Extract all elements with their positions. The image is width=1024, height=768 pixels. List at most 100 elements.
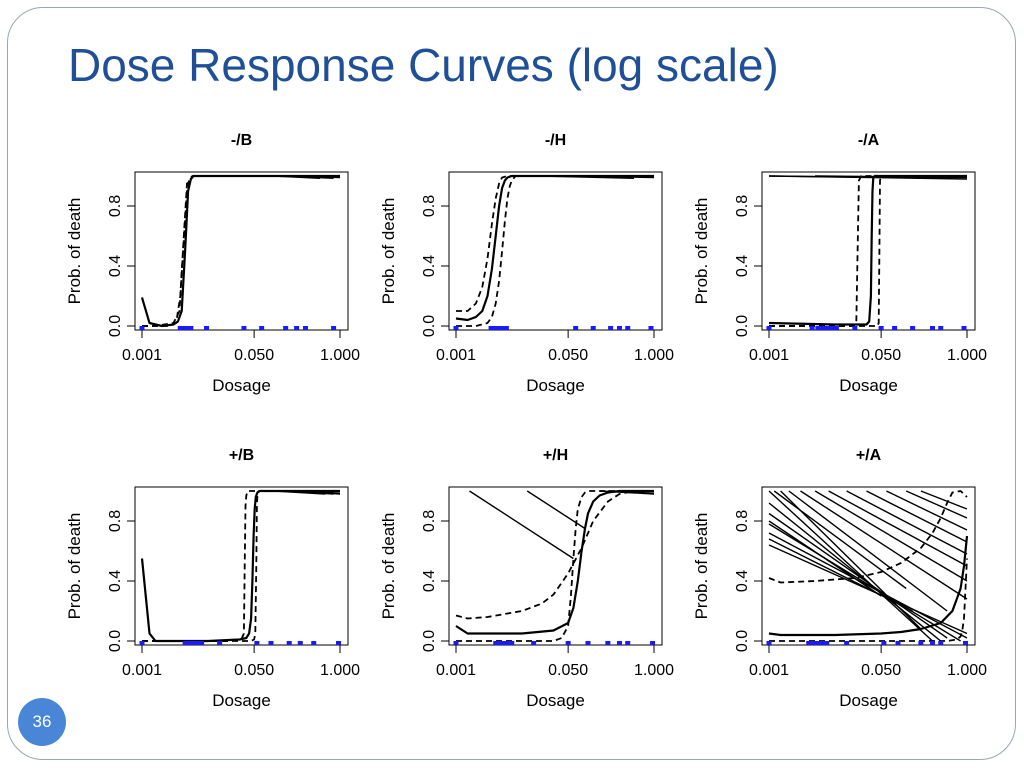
x-axis-label: Dosage	[839, 376, 898, 395]
x-tick-label: 0.050	[548, 662, 588, 679]
rug-marker	[182, 641, 188, 645]
rug-marker	[918, 641, 924, 645]
fitted-curve	[455, 489, 654, 635]
rug-marker	[217, 641, 223, 645]
fan-line	[526, 490, 586, 530]
rug-marker	[139, 326, 145, 330]
y-tick-label: 0.4	[734, 255, 751, 277]
rug-marker	[892, 326, 898, 330]
slide-title: Dose Response Curves (log scale)	[68, 39, 779, 91]
rug-marker	[268, 641, 274, 645]
chart-title: +/A	[856, 447, 882, 464]
y-tick-label: 0.0	[421, 315, 438, 337]
rug-marker	[286, 641, 292, 645]
page-number-badge: 36	[18, 698, 66, 746]
rug-marker	[204, 326, 210, 330]
plot-box	[134, 171, 349, 331]
rug-marker	[283, 326, 289, 330]
fan-line	[905, 490, 968, 519]
rug-marker	[820, 326, 826, 330]
confidence-band	[456, 175, 654, 327]
rug-marker	[806, 641, 812, 645]
plot-box	[761, 486, 976, 646]
rug-marker	[910, 326, 916, 330]
rug-marker	[929, 641, 935, 645]
rug-marker	[497, 326, 503, 330]
rug-marker	[963, 641, 969, 645]
x-tick-label: 0.001	[436, 347, 476, 364]
y-tick-label: 0.8	[421, 510, 438, 532]
rug-marker	[605, 641, 611, 645]
x-axis-label: Dosage	[212, 376, 271, 395]
fan-line	[846, 490, 968, 555]
rug-marker	[241, 326, 247, 330]
rug-marker	[294, 326, 300, 330]
x-tick-label: 0.001	[749, 662, 789, 679]
chart-data-marks	[140, 174, 341, 328]
fitted-curve	[140, 174, 340, 328]
y-tick-label: 0.4	[421, 570, 438, 592]
chart-data-marks	[140, 489, 341, 643]
confidence-band	[142, 175, 340, 327]
fan-line	[920, 490, 968, 510]
y-tick-label: 0.4	[107, 255, 124, 277]
plot-box	[761, 171, 976, 331]
x-tick-label: 0.001	[122, 662, 162, 679]
y-tick-label: 0.0	[107, 315, 124, 337]
x-axis-label: Dosage	[212, 691, 271, 710]
plot-box	[134, 486, 349, 646]
rug-marker	[831, 326, 837, 330]
x-axis-label: Dosage	[526, 691, 585, 710]
page-number: 36	[32, 712, 52, 731]
y-axis-label: Prob. of death	[65, 198, 84, 305]
chart-title: -/A	[858, 132, 880, 149]
confidence-band	[142, 490, 340, 642]
confidence-band	[455, 490, 654, 620]
x-tick-label: 1.000	[320, 662, 360, 679]
rug-marker	[185, 641, 191, 645]
rug-marker	[938, 641, 944, 645]
chart-title: -/H	[545, 132, 566, 149]
rug-marker	[625, 326, 631, 330]
rug-marker	[895, 641, 901, 645]
rug-marker	[809, 326, 815, 330]
x-axis-label: Dosage	[526, 376, 585, 395]
rug-marker	[188, 326, 194, 330]
rug-marker	[297, 641, 303, 645]
fan-line	[773, 490, 907, 590]
confidence-band	[456, 490, 654, 642]
rug-marker	[625, 641, 631, 645]
fan-line	[768, 490, 933, 642]
rug-marker	[453, 641, 459, 645]
x-tick-label: 0.050	[234, 662, 274, 679]
x-tick-label: 0.050	[861, 347, 901, 364]
y-tick-label: 0.8	[734, 510, 751, 532]
y-axis-label: Prob. of death	[692, 513, 711, 620]
fan-line	[780, 490, 922, 630]
rug-marker	[500, 326, 506, 330]
rug-marker	[961, 326, 967, 330]
rug-marker	[504, 641, 510, 645]
rug-marker	[509, 641, 515, 645]
fan-line	[768, 512, 948, 639]
chart-panel: -/B 0.001 0.050 1.000 Dosage 0.0 0.4 0.8 Prob. o…	[65, 132, 360, 395]
x-tick-label: 0.001	[436, 662, 476, 679]
fan-line	[800, 490, 968, 600]
confidence-band	[142, 175, 340, 327]
confidence-band	[142, 490, 340, 642]
rug-marker	[139, 641, 145, 645]
chart-panel: -/A 0.001 0.050 1.000 Dosage 0.0 0.4 0.8 Prob. o…	[692, 132, 987, 395]
chart-data-marks	[768, 174, 968, 327]
x-tick-label: 1.000	[634, 347, 674, 364]
rug-marker	[573, 326, 579, 330]
chart-panel: +/A 0.001 0.050 1.000 Dosage 0.0 0.4 0.8 Prob. o…	[692, 447, 987, 710]
rug-marker	[494, 326, 500, 330]
rug-marker	[493, 641, 499, 645]
fan-line	[768, 520, 882, 597]
y-tick-label: 0.8	[107, 195, 124, 217]
y-tick-label: 0.4	[107, 570, 124, 592]
rug-marker	[302, 326, 308, 330]
fitted-curve	[455, 174, 654, 322]
rug-marker	[531, 641, 537, 645]
x-tick-label: 1.000	[947, 347, 987, 364]
